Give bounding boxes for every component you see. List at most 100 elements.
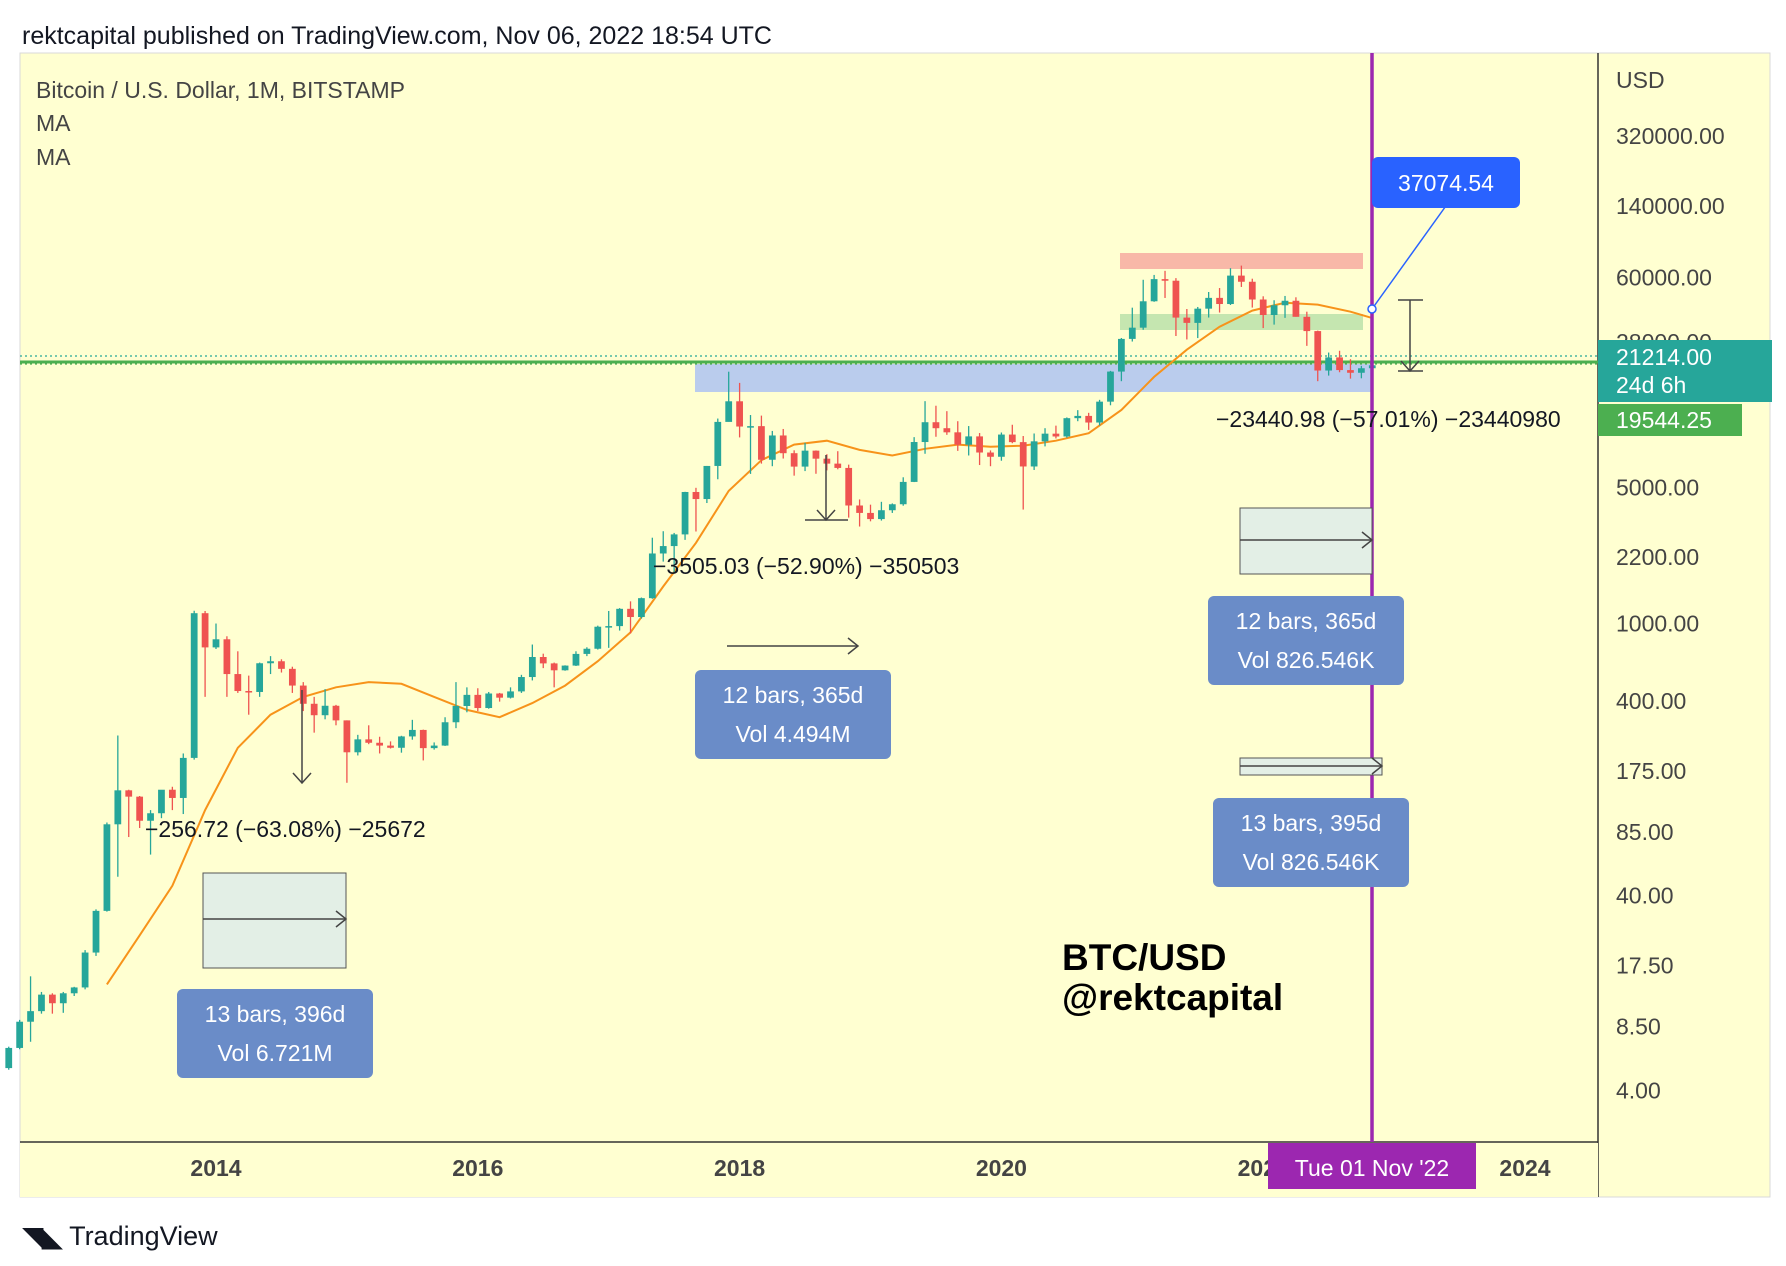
candle-2015-12 bbox=[463, 687, 471, 713]
candle-2014-10 bbox=[310, 696, 318, 733]
price-axis[interactable]: USD 320000.00140000.0060000.0028000.0050… bbox=[1616, 67, 1725, 1103]
candle-2017-05 bbox=[648, 537, 656, 599]
candle-2021-05 bbox=[1172, 278, 1180, 337]
price-tick-1: 140000.00 bbox=[1616, 193, 1725, 219]
legend-ma-2: MA bbox=[36, 144, 71, 170]
drawdown-measure-2014 bbox=[292, 690, 312, 785]
candle-2020-05 bbox=[1041, 428, 1049, 447]
candle-2020-07 bbox=[1063, 417, 1071, 438]
candle-2021-04 bbox=[1161, 270, 1169, 298]
candle-2015-10 bbox=[441, 717, 449, 746]
range-label-box-2022 bbox=[1208, 596, 1404, 685]
cursor-date-label: Tue 01 Nov '22 bbox=[1295, 1155, 1449, 1181]
candle-2021-08 bbox=[1205, 291, 1213, 318]
legend-symbol: Bitcoin / U.S. Dollar, 1M, BITSTAMP bbox=[36, 77, 405, 103]
candle-2022-04 bbox=[1292, 297, 1300, 317]
price-tick-4: 5000.00 bbox=[1616, 475, 1699, 501]
range-arrow-2022b bbox=[1240, 757, 1384, 775]
range-bars-2022b: 13 bars, 395d bbox=[1241, 810, 1382, 836]
candle-2017-01 bbox=[605, 610, 613, 648]
moving-average-line bbox=[106, 301, 1373, 985]
candle-2014-03 bbox=[234, 651, 242, 693]
range-box-2014 bbox=[202, 872, 347, 969]
candle-2022-01 bbox=[1259, 296, 1267, 329]
candle-2013-02 bbox=[92, 909, 100, 956]
candle-2021-10 bbox=[1227, 268, 1234, 305]
candle-2018-07 bbox=[801, 442, 809, 472]
candle-2019-09 bbox=[954, 421, 962, 451]
ma-callout-line bbox=[1371, 202, 1449, 310]
range-vol-2018: Vol 4.494M bbox=[735, 721, 850, 747]
candle-2014-12 bbox=[332, 704, 340, 726]
cursor-date-tag bbox=[1268, 1143, 1476, 1189]
candle-2015-03 bbox=[365, 725, 373, 745]
candle-2021-12 bbox=[1248, 278, 1256, 308]
price-tick-10: 40.00 bbox=[1616, 883, 1674, 909]
candle-2014-04 bbox=[245, 675, 253, 715]
blue-support-zone bbox=[695, 364, 1372, 392]
range-vol-2022: Vol 826.546K bbox=[1238, 647, 1376, 673]
price-axis-unit: USD bbox=[1616, 67, 1665, 93]
candle-2018-06 bbox=[790, 450, 798, 476]
current-price-tag bbox=[1598, 340, 1772, 402]
drawdown-measure-2018 bbox=[805, 455, 848, 522]
ma-polyline bbox=[106, 301, 1373, 985]
candle-2021-06 bbox=[1183, 308, 1191, 340]
candle-2020-04 bbox=[1030, 433, 1038, 470]
candle-2019-03 bbox=[888, 503, 896, 513]
candle-2014-06 bbox=[267, 656, 274, 675]
drawdown-label-2014: −256.72 (−63.08%) −25672 bbox=[145, 816, 426, 842]
candle-2015-04 bbox=[376, 736, 384, 754]
candle-2021-11 bbox=[1238, 265, 1245, 287]
range-arrow-2022 bbox=[1240, 531, 1374, 549]
candle-2017-03 bbox=[627, 601, 634, 634]
candle-2016-02 bbox=[485, 691, 493, 709]
candle-2017-10 bbox=[703, 465, 711, 504]
candle-2019-11 bbox=[976, 433, 983, 466]
candle-2020-02 bbox=[1008, 424, 1016, 444]
candle-2020-12 bbox=[1118, 338, 1125, 382]
red-resistance-zone bbox=[1120, 253, 1363, 269]
candle-2017-09 bbox=[692, 487, 700, 532]
candle-2014-01 bbox=[212, 623, 220, 649]
price-tick-11: 17.50 bbox=[1616, 953, 1674, 979]
candle-2021-03 bbox=[1150, 274, 1158, 302]
candle-2016-04 bbox=[507, 687, 514, 699]
candles bbox=[5, 265, 1376, 1070]
range-vol-2014: Vol 6.721M bbox=[217, 1040, 332, 1066]
candle-2021-07 bbox=[1194, 306, 1202, 339]
green-zone bbox=[1120, 314, 1363, 330]
candle-2020-01 bbox=[998, 432, 1005, 461]
price-tick-6: 1000.00 bbox=[1616, 611, 1699, 637]
candle-2019-06 bbox=[921, 401, 929, 454]
candle-2022-05 bbox=[1303, 311, 1311, 346]
candle-2019-12 bbox=[987, 450, 994, 467]
candle-2016-07 bbox=[539, 653, 547, 669]
previous-price-value: 19544.25 bbox=[1616, 407, 1712, 433]
candle-2017-11 bbox=[714, 418, 722, 480]
candle-2014-08 bbox=[288, 666, 296, 693]
time-tick-2014: 2014 bbox=[190, 1155, 241, 1181]
time-tick-2020: 2020 bbox=[976, 1155, 1027, 1181]
candle-2022-06 bbox=[1314, 330, 1322, 382]
candle-2017-12 bbox=[725, 371, 733, 422]
price-tick-13: 4.00 bbox=[1616, 1077, 1661, 1103]
tradingview-brand[interactable]: ◥◣ TradingView bbox=[22, 1220, 218, 1253]
ma-value-label-box[interactable] bbox=[1372, 157, 1520, 208]
candle-2015-09 bbox=[430, 742, 438, 750]
bar-countdown: 24d 6h bbox=[1616, 372, 1686, 398]
candle-2019-01 bbox=[867, 504, 874, 522]
candle-2014-11 bbox=[321, 689, 329, 720]
candle-2018-03 bbox=[758, 415, 765, 464]
candle-2020-08 bbox=[1074, 410, 1082, 422]
tradingview-logo-icon: ◥◣ bbox=[22, 1221, 63, 1252]
tradingview-brand-text: TradingView bbox=[69, 1221, 218, 1251]
range-bars-2018: 12 bars, 365d bbox=[723, 682, 864, 708]
candle-2014-02 bbox=[223, 636, 231, 697]
candle-2018-01 bbox=[736, 382, 743, 438]
candle-2012-07 bbox=[16, 1019, 24, 1050]
candle-2013-09 bbox=[168, 786, 176, 811]
legend-ma-1: MA bbox=[36, 110, 71, 136]
candle-2021-02 bbox=[1139, 279, 1147, 330]
